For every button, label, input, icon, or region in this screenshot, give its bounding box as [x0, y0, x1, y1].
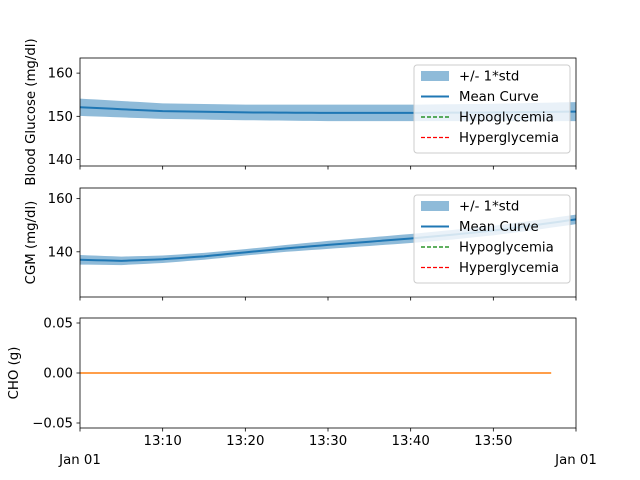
y-tick-label: 140 [48, 153, 73, 168]
cho-panel: −0.05 0.00 0.05 13:10 13:20 13:30 13:40 13:50 CH… [7, 317, 577, 449]
legend-box [413, 194, 571, 284]
x-tick-label: 13:30 [309, 434, 347, 449]
x-secondary-label-left: Jan 01 [58, 453, 101, 468]
y-tick-label: 140 [48, 245, 73, 260]
legend-entry-label: Hyperglycemia [459, 261, 559, 276]
y-axis-label: CGM (mg/dl) [24, 201, 39, 285]
x-tick-label: 13:20 [226, 434, 264, 449]
legend-handle-band [421, 71, 449, 81]
legend-entry-label: Hypoglycemia [459, 241, 554, 256]
y-tick-label: −0.05 [32, 417, 73, 432]
y-tick-label: 0.05 [43, 317, 73, 332]
legend-entry-label: Hyperglycemia [459, 131, 559, 146]
x-tick-label: 13:10 [144, 434, 182, 449]
y-tick-label: 150 [48, 110, 73, 125]
x-tick-label: 13:40 [392, 434, 430, 449]
x-secondary-label-right: Jan 01 [554, 453, 597, 468]
cgm-panel: 140 160 CGM (mg/dl) +/- 1*std Mean Curve Hypo… [24, 187, 577, 301]
y-tick-label: 160 [48, 67, 73, 82]
y-axis-label: Blood Glucose (mg/dl) [24, 38, 39, 185]
legend-box [413, 64, 571, 154]
y-axis-label: CHO (g) [7, 347, 22, 400]
blood-glucose-panel: 140 150 160 Blood Glucose (mg/dl) +/- 1*std M… [24, 38, 577, 186]
legend-entry-label: +/- 1*std [459, 200, 519, 215]
legend-handle-band [421, 201, 449, 211]
legend-entry-label: Hypoglycemia [459, 111, 554, 126]
legend-entry-label: Mean Curve [459, 90, 539, 105]
y-tick-label: 0.00 [43, 367, 73, 382]
y-tick-label: 160 [48, 192, 73, 207]
legend-entry-label: Mean Curve [459, 220, 539, 235]
x-tick-label: 13:50 [474, 434, 512, 449]
legend-entry-label: +/- 1*std [459, 70, 519, 85]
